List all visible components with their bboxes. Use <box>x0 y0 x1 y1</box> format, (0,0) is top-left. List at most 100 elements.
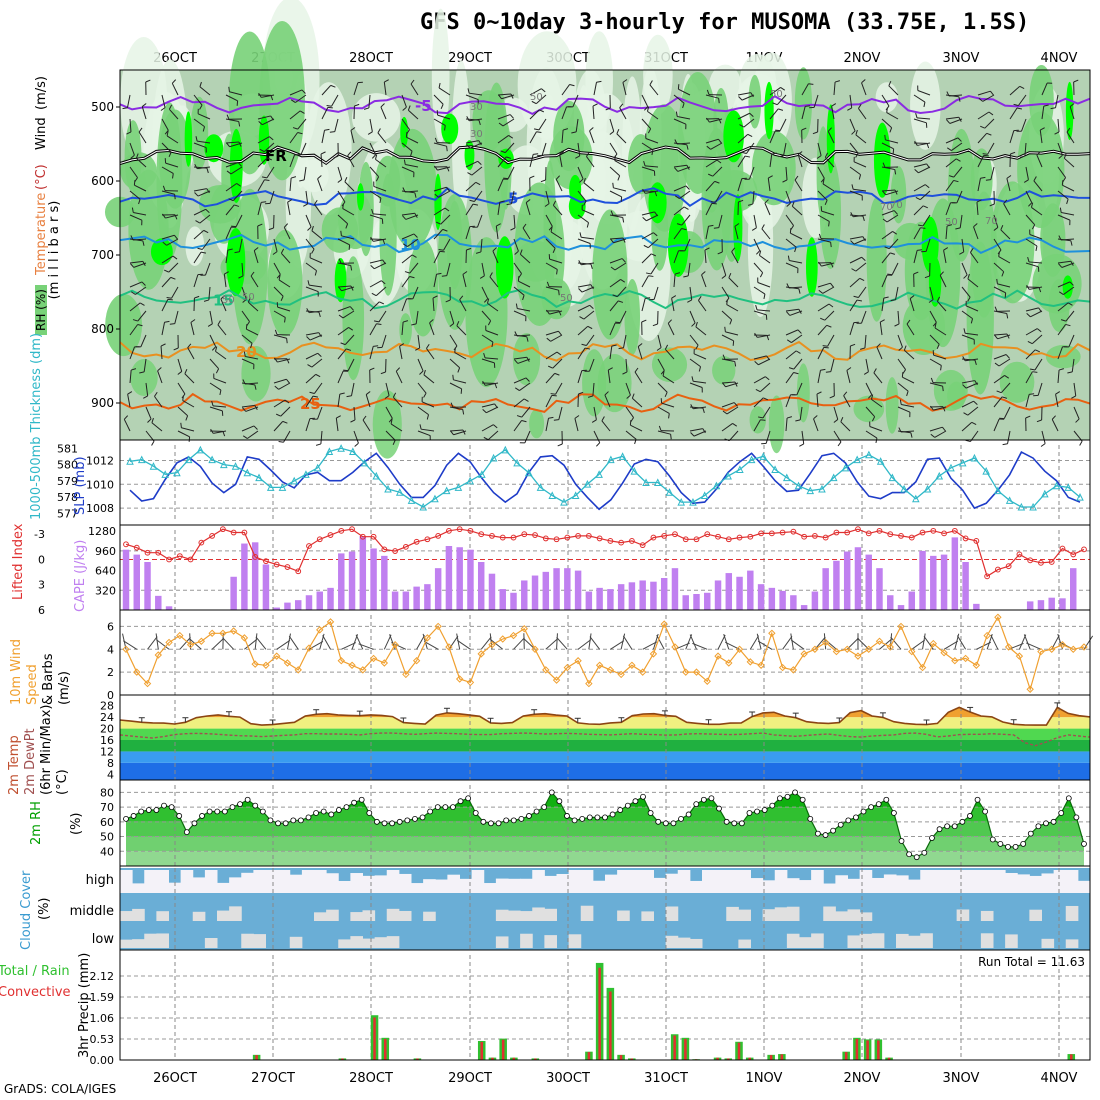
wind-barb-flag <box>432 295 438 299</box>
wind-barb <box>438 87 451 96</box>
2m-rh-point <box>335 807 342 813</box>
wind-barb <box>913 163 927 168</box>
wind-barb-flag <box>601 416 605 422</box>
wind-barb-flag <box>616 129 620 134</box>
wind-barb-flag <box>282 420 288 424</box>
wind-barb <box>469 92 483 96</box>
wind-barb-flag <box>1079 440 1083 446</box>
10m-wind-barb <box>990 634 999 650</box>
10m-wind-point <box>455 675 464 683</box>
cloud-cover-cell <box>253 934 266 948</box>
10m-wind-point <box>402 670 410 679</box>
wind-barb <box>309 334 323 341</box>
cloud-cover-cell <box>689 938 703 948</box>
wind-barb-flag <box>438 249 444 251</box>
wind-barb-flag <box>729 319 733 325</box>
wind-barb-flag <box>374 154 378 160</box>
wind-barb <box>593 406 597 420</box>
wind-barb-flag <box>651 253 656 257</box>
wind-barb <box>166 238 179 246</box>
chart-title: GFS 0~10day 3-hourly for MUSOMA (33.75E,… <box>420 10 1030 35</box>
wind-barb-flag <box>825 371 831 373</box>
wind-barb-flag <box>586 222 590 228</box>
wind-barb <box>721 358 735 362</box>
wind-barb-flag <box>957 137 962 142</box>
wind-barb-flag <box>280 248 285 254</box>
wind-barb-flag <box>363 107 370 110</box>
10m-wind-barb <box>480 636 492 650</box>
2m-rh-point <box>488 820 494 827</box>
wind-barb <box>705 159 718 168</box>
cape-bar <box>887 595 894 610</box>
wind-barb-flag <box>499 200 505 203</box>
wind-barb <box>129 190 141 200</box>
wind-barb-flag <box>667 319 673 324</box>
wind-barb-flag <box>222 431 226 437</box>
2m-rh-point <box>290 817 297 824</box>
wind-barb <box>161 299 169 312</box>
wind-barb-flag <box>215 346 218 352</box>
wind-barb <box>593 82 597 96</box>
wind-barb <box>311 230 323 240</box>
wind-barb <box>614 262 627 271</box>
wind-barb-flag <box>381 280 386 285</box>
10m-wind-point <box>229 627 238 635</box>
cloud-cover-cell <box>326 873 339 893</box>
thickness-point <box>149 462 158 470</box>
wind-barb-flag <box>834 80 841 83</box>
10m-wind-point <box>692 668 701 676</box>
wind-barb <box>213 377 227 384</box>
wind-barb <box>789 260 803 264</box>
thickness-point <box>196 445 205 454</box>
wind-barb-flag <box>579 232 582 238</box>
wind-barb <box>213 405 227 408</box>
wind-barb <box>209 334 217 347</box>
wind-barb <box>225 250 229 264</box>
wind-barb <box>465 181 477 192</box>
wind-barb <box>641 253 652 264</box>
wind-barb <box>278 382 291 390</box>
wind-barb <box>381 334 387 348</box>
wind-barb <box>840 421 851 432</box>
thickness-point <box>970 453 979 462</box>
wind-barb-flag <box>778 108 784 111</box>
isotherm-line <box>119 288 1091 310</box>
wind-barb-flag <box>283 223 289 228</box>
wind-barb-flag <box>786 416 793 419</box>
wind-barb-flag <box>138 127 143 133</box>
thickness-tick-label: 577 <box>57 507 78 520</box>
wind-barb-flag <box>940 365 942 371</box>
wind-barb-flag <box>436 272 442 275</box>
wind-barb <box>575 118 579 132</box>
wind-barb <box>295 94 307 103</box>
wind-barb <box>581 236 595 240</box>
10m-wind-point <box>638 668 647 676</box>
rh-lowlevel-patch <box>885 377 899 434</box>
wind-barb <box>480 238 483 252</box>
precip-convective-bar <box>373 1017 376 1060</box>
wind-barb-flag <box>151 417 154 423</box>
wind-barb-flag <box>643 106 649 111</box>
wind-barb-flag <box>337 179 343 183</box>
rh-contour-label: 50 <box>530 92 543 103</box>
wind-barb-flag <box>589 304 594 310</box>
wind-barb <box>891 262 899 275</box>
wind-barb <box>785 372 795 384</box>
wind-barb-flag <box>579 178 584 183</box>
rh-moist-patch <box>549 126 593 190</box>
cloud-cover-cell <box>423 911 436 921</box>
wind-barb <box>1057 142 1063 156</box>
wind-barb <box>965 305 979 312</box>
cape-tick-label: 640 <box>95 565 116 578</box>
wind-barb <box>1057 324 1066 336</box>
wind-barb <box>273 378 287 384</box>
cape-bar <box>1059 598 1066 610</box>
precip-tick-label: 2.12 <box>90 970 115 983</box>
wind-barb-flag <box>1033 176 1037 182</box>
cloud-cover-cell <box>665 873 679 893</box>
rh-contour-label: 30 <box>470 129 483 140</box>
wind-barb <box>993 238 1002 251</box>
wind-barb-flag <box>843 391 848 396</box>
wind-barb <box>550 334 563 342</box>
wind-tick-label: 6 <box>107 620 114 633</box>
